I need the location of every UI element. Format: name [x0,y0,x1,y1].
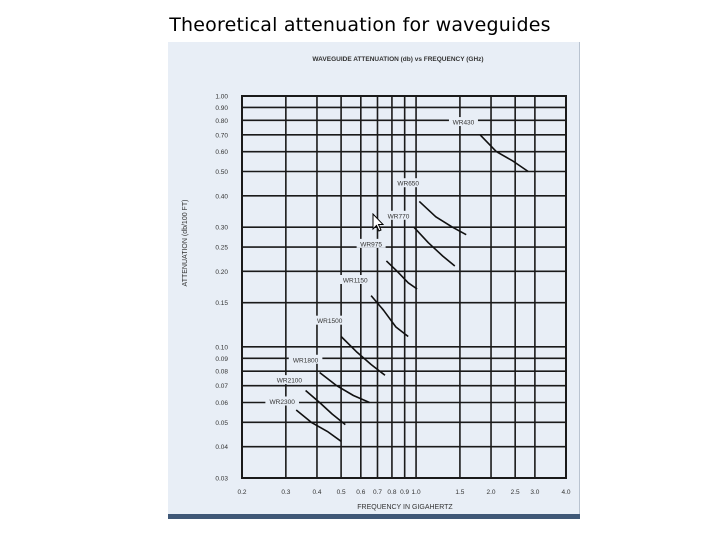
x-tick-label: 0.5 [337,489,346,496]
y-tick-label: 0.03 [215,476,228,483]
curve-wr2300 [295,409,342,442]
y-tick-label: 0.07 [215,383,228,390]
y-tick-label: 0.80 [215,118,228,125]
series-label-bg [338,275,373,285]
slide-title: Theoretical attenuation for waveguides [169,14,551,36]
y-tick-label: 0.20 [215,269,228,276]
curve-wr650 [418,200,467,236]
series-label-wr975: WR975 [360,241,382,248]
curve-wr2100 [305,389,346,426]
x-tick-label: 0.7 [373,489,382,496]
series-label-bg [383,210,413,220]
y-tick-label: 0.40 [215,193,228,200]
y-tick-label: 0.60 [215,149,228,156]
y-axis-label: ATTENUATION (db/100 FT) [182,200,189,287]
chart-image-panel [168,42,580,518]
curve-wr1150 [370,295,409,338]
y-tick-label: 0.30 [215,225,228,232]
curve-wr430 [479,134,529,173]
series-label-wr770: WR770 [388,213,410,220]
x-tick-label: 0.6 [356,489,365,496]
y-tick-label: 0.08 [215,369,228,376]
y-tick-label: 0.04 [215,444,228,451]
x-tick-label: 2.5 [511,489,520,496]
series-label-bg [356,238,386,248]
curve-wr975 [385,260,418,290]
series-label-wr2300: WR2300 [270,399,296,406]
series-labels: WR430 WR650 WR770 WR975 WR1150 WR1500 WR1800 WR… [265,117,478,406]
y-tick-label: 0.10 [215,344,228,351]
series-label-wr430: WR430 [453,120,475,127]
series-label-bg [393,178,423,188]
curve-wr1800 [319,371,370,404]
x-tick-label: 0.3 [281,489,290,496]
chart-title: WAVEGUIDE ATTENUATION (db) vs FREQUENCY … [312,56,483,63]
series-label-bg [288,354,323,364]
x-tick-label: 0.8 [387,489,396,496]
plot-frame [241,95,567,479]
y-tick-label: 1.00 [215,94,228,101]
x-tick-label: 4.0 [561,489,570,496]
x-axis-label: FREQUENCY IN GIGAHERTZ [357,504,453,511]
series-label-wr1800: WR1800 [293,357,319,364]
series-label-bg [312,315,347,325]
grid-lines [241,95,567,479]
series-label-bg [265,396,299,406]
panel-bottom-border [168,514,580,519]
curve-wr770 [413,226,456,267]
curve-wr1500 [340,335,386,376]
x-tick-label: 3.0 [530,489,539,496]
x-tick-label: 0.9 [400,489,409,496]
x-tick-labels: 0.2 0.3 0.4 0.5 0.6 0.7 0.8 0.9 1.0 1.5 2.0 2.5 3.0 4… [237,489,570,496]
series-label-wr1150: WR1150 [343,278,368,285]
y-tick-label: 0.90 [215,105,228,112]
series-label-wr2100: WR2100 [277,378,303,385]
series-label-wr1500: WR1500 [317,318,343,325]
x-tick-label: 0.4 [312,489,321,496]
y-tick-label: 0.50 [215,169,228,176]
y-tick-label: 0.15 [215,300,228,307]
y-tick-label: 0.25 [215,245,228,252]
y-tick-labels: 1.00 0.90 0.80 0.70 0.60 0.50 0.40 0.30 0.25 0.20… [215,94,228,483]
y-tick-label: 0.06 [215,400,228,407]
y-tick-label: 0.70 [215,132,228,139]
series-curves [295,134,529,442]
y-tick-label: 0.09 [215,356,228,363]
y-tick-label: 0.05 [215,420,228,427]
series-label-bg [272,375,307,385]
series-label-wr650: WR650 [397,181,419,188]
series-label-bg [448,117,478,127]
x-tick-label: 2.0 [487,489,496,496]
x-tick-label: 1.0 [412,489,421,496]
mouse-pointer-icon [372,213,385,232]
x-tick-label: 0.2 [237,489,246,496]
x-tick-label: 1.5 [455,489,464,496]
